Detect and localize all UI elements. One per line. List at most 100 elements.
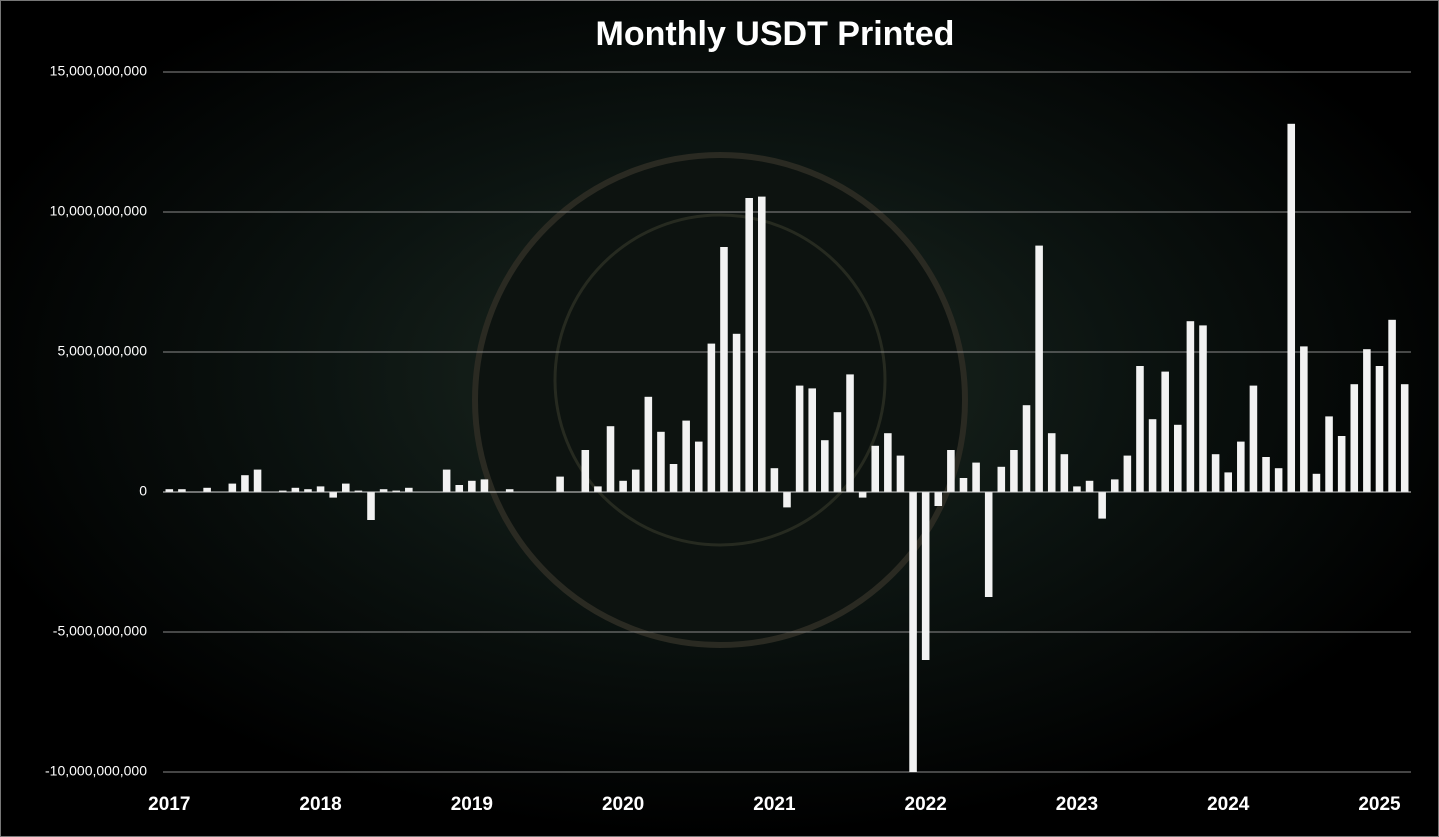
bar xyxy=(1325,416,1333,492)
bar xyxy=(732,333,741,492)
bar xyxy=(657,431,665,492)
bar xyxy=(1186,321,1195,492)
y-tick-label: -10,000,000,000 xyxy=(45,763,147,779)
bar xyxy=(1312,473,1321,492)
bar xyxy=(203,487,211,492)
bar xyxy=(253,469,262,492)
bar xyxy=(278,490,287,492)
bar xyxy=(1237,441,1245,492)
bar xyxy=(909,492,917,772)
x-tick-label: 2020 xyxy=(602,794,644,815)
bar xyxy=(644,396,653,492)
bar xyxy=(934,492,943,506)
bar xyxy=(505,489,514,492)
y-tick-label: 15,000,000,000 xyxy=(50,63,148,79)
bar xyxy=(1375,366,1384,492)
bar xyxy=(1110,479,1119,492)
bar xyxy=(468,480,476,492)
bar xyxy=(581,450,590,492)
bar xyxy=(1388,319,1396,492)
bar xyxy=(959,478,968,492)
bar xyxy=(619,480,627,492)
bar xyxy=(821,440,829,492)
bar xyxy=(896,455,905,492)
bar xyxy=(1073,486,1081,492)
bar xyxy=(304,489,312,492)
bar xyxy=(1350,384,1359,492)
bar xyxy=(1047,433,1056,492)
bar xyxy=(669,464,678,492)
y-tick-label: 0 xyxy=(139,483,147,499)
bar xyxy=(367,492,375,520)
x-tick-label: 2023 xyxy=(1056,794,1098,815)
bar xyxy=(342,483,350,492)
bar xyxy=(808,388,816,492)
bar xyxy=(1224,472,1232,492)
bar xyxy=(1337,436,1346,492)
bar xyxy=(1400,384,1409,492)
bar xyxy=(1262,457,1270,492)
bar xyxy=(1123,455,1132,492)
bar xyxy=(1098,492,1106,519)
bar xyxy=(1287,123,1296,493)
bar xyxy=(984,492,993,597)
bar xyxy=(694,441,703,492)
bar xyxy=(707,343,716,492)
coin-decoration xyxy=(553,213,887,547)
bar xyxy=(947,450,955,492)
bar xyxy=(228,483,237,492)
bar xyxy=(972,462,980,492)
bar xyxy=(745,198,753,492)
bar xyxy=(291,487,300,492)
chart-title: Monthly USDT Printed xyxy=(596,15,955,53)
bar xyxy=(1211,454,1220,492)
x-tick-label: 2024 xyxy=(1207,794,1250,815)
bar xyxy=(682,420,690,492)
bar xyxy=(329,492,337,498)
bar xyxy=(1148,419,1157,492)
bar xyxy=(846,374,854,492)
x-tick-label: 2018 xyxy=(299,794,341,815)
bar xyxy=(1022,405,1031,492)
bar xyxy=(720,247,728,492)
bar xyxy=(921,492,930,660)
bar xyxy=(1060,454,1069,492)
bar xyxy=(1174,424,1182,492)
bar xyxy=(758,196,766,492)
x-tick-label: 2017 xyxy=(148,794,190,815)
bar xyxy=(1035,245,1043,492)
bar xyxy=(556,476,564,492)
bar xyxy=(631,469,640,492)
bar xyxy=(354,490,363,492)
bar xyxy=(606,426,615,492)
bar xyxy=(316,486,325,492)
bar xyxy=(594,486,602,492)
bar xyxy=(165,489,174,492)
bar xyxy=(1085,480,1094,492)
y-tick-label: 5,000,000,000 xyxy=(57,343,147,359)
bar xyxy=(1249,385,1258,492)
bar xyxy=(997,466,1006,492)
bar xyxy=(1136,366,1144,492)
bar xyxy=(783,492,791,508)
coin-decoration xyxy=(472,152,968,648)
x-tick-label: 2025 xyxy=(1358,794,1401,815)
bar xyxy=(392,490,400,492)
y-tick-label: -5,000,000,000 xyxy=(53,623,147,639)
bar xyxy=(480,479,489,492)
bar xyxy=(1010,450,1018,492)
bar xyxy=(770,468,779,492)
bar xyxy=(1161,371,1169,492)
x-tick-label: 2021 xyxy=(753,794,796,815)
bar xyxy=(1300,346,1308,492)
bar xyxy=(455,485,464,492)
bar xyxy=(1363,349,1371,492)
bar xyxy=(833,412,842,492)
bar xyxy=(178,489,186,492)
bar xyxy=(795,385,804,492)
bar xyxy=(871,445,880,492)
bar xyxy=(405,487,413,492)
bar xyxy=(1199,325,1207,492)
x-tick-label: 2022 xyxy=(905,794,947,815)
